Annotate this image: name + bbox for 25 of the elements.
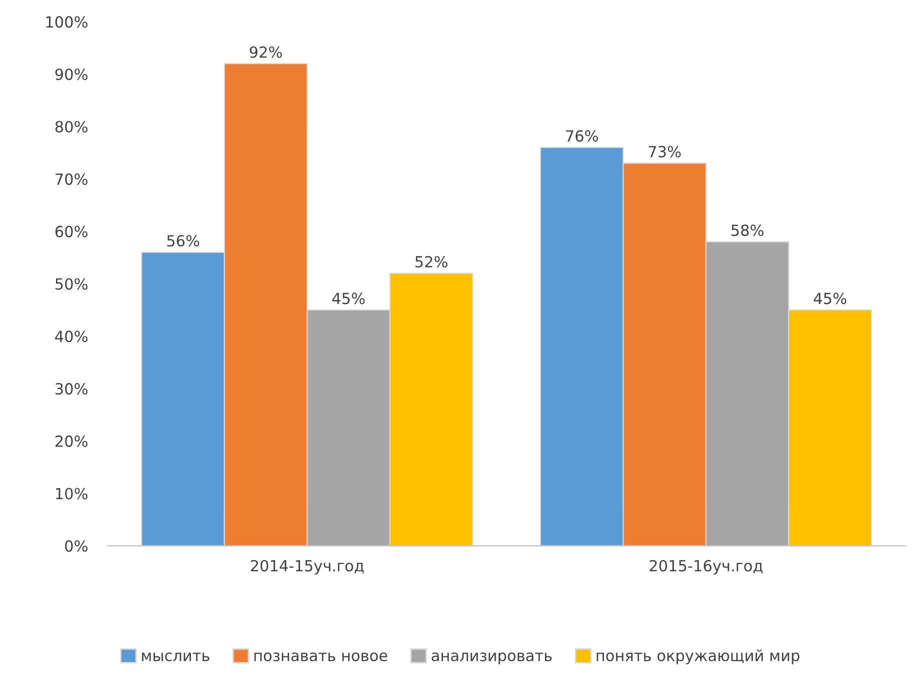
y-tick-label: 0%: [65, 540, 88, 552]
data-label: 73%: [648, 146, 681, 158]
y-tick-label: 30%: [56, 383, 88, 395]
y-tick-label: 90%: [55, 68, 88, 80]
data-label: 45%: [814, 292, 846, 304]
data-label: 76%: [566, 130, 598, 142]
x-tick-label: 2015-16уч.год: [650, 560, 762, 574]
data-label: 56%: [167, 235, 200, 247]
y-tick-label: 80%: [55, 120, 88, 133]
legend-label: анализировать: [432, 652, 552, 664]
legend-label: понять окружающий мир: [596, 650, 800, 664]
y-tick-label: 100%: [46, 16, 88, 28]
data-label: 52%: [415, 256, 448, 268]
y-tick-label: 20%: [55, 435, 88, 447]
data-label: 92%: [250, 46, 282, 58]
data-label: 45%: [332, 292, 365, 304]
y-tick-label: 10%: [56, 488, 88, 500]
legend-label: мыслить: [142, 652, 210, 662]
x-tick-label: 2014-15уч.год: [250, 560, 364, 574]
legend-label: познавать новое: [254, 652, 388, 662]
y-tick-label: 60%: [55, 226, 88, 238]
y-tick-label: 70%: [56, 173, 88, 185]
y-tick-label: 40%: [55, 330, 88, 342]
data-label: 58%: [732, 224, 764, 236]
y-tick-label: 50%: [56, 278, 88, 290]
